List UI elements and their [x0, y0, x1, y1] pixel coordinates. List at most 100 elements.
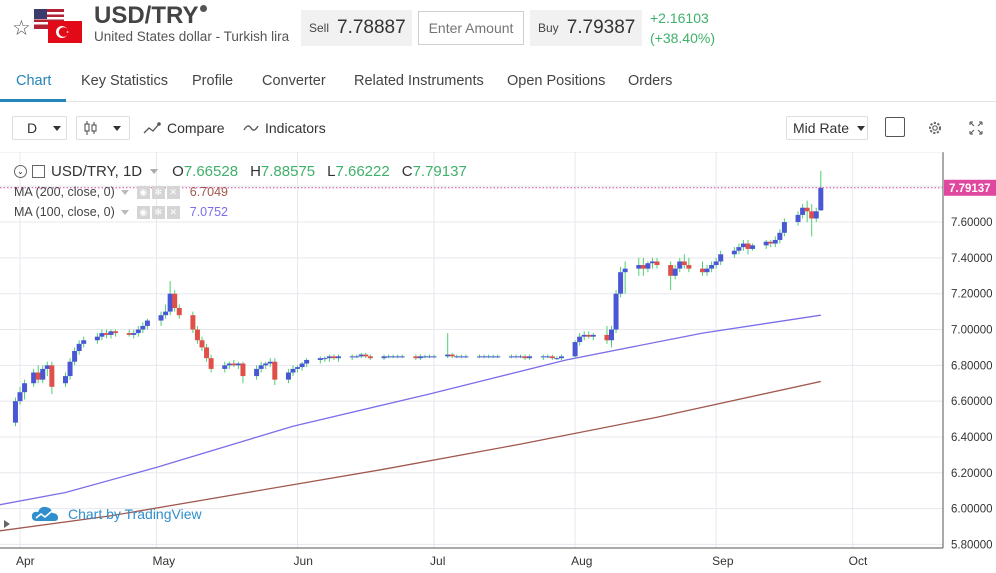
candle	[381, 356, 387, 359]
candle	[745, 243, 751, 249]
ma100-label: MA (100, close, 0)	[14, 205, 115, 219]
settings-button[interactable]	[927, 116, 943, 140]
candle	[349, 356, 355, 358]
candle	[322, 358, 328, 360]
candle	[577, 336, 583, 343]
candle	[354, 356, 360, 358]
chevron-down-icon[interactable]	[120, 189, 129, 195]
buy-price: 7.79387	[566, 17, 636, 38]
candle	[240, 363, 246, 377]
sell-button[interactable]: Sell 7.78887	[301, 10, 412, 46]
chevron-down-icon[interactable]	[120, 209, 129, 215]
candle	[113, 331, 119, 334]
candle	[800, 207, 806, 215]
candle	[809, 211, 815, 219]
candle	[668, 265, 674, 276]
chevron-down-icon[interactable]	[150, 168, 159, 174]
candle	[81, 340, 87, 344]
candle	[458, 356, 464, 358]
chart-toolbar: D Compare Indicators Mid Rate	[0, 112, 996, 144]
candle	[590, 334, 596, 337]
cloud-logo-icon	[31, 506, 58, 521]
candle	[158, 315, 164, 321]
tradingview-watermark[interactable]: Chart by TradingView	[30, 504, 202, 524]
candle	[31, 372, 37, 384]
fullscreen-button[interactable]	[969, 116, 983, 140]
candle	[336, 356, 341, 359]
candle	[272, 361, 278, 380]
candle	[718, 254, 724, 262]
open-label: O	[172, 162, 184, 180]
candle	[12, 401, 18, 423]
candle	[176, 308, 182, 316]
candle	[108, 331, 114, 335]
candle	[618, 272, 624, 294]
chevron-down-icon	[857, 125, 866, 131]
collapse-icon[interactable]: ⌄	[14, 164, 27, 178]
gear-icon[interactable]: ✻	[151, 185, 165, 199]
tab-open-positions[interactable]: Open Positions	[507, 73, 606, 89]
candle	[326, 356, 332, 359]
candle	[740, 243, 746, 248]
ma100-controls: ◉ ✻ ✕	[136, 205, 182, 219]
candle	[508, 356, 514, 358]
market-status-dot	[200, 5, 207, 12]
candle	[818, 187, 824, 211]
candle	[367, 356, 373, 359]
candle	[67, 361, 73, 377]
indicators-button[interactable]: Indicators	[243, 116, 326, 140]
chart-type-select[interactable]	[76, 116, 130, 140]
ma200-legend: MA (200, close, 0) ◉ ✻ ✕ 6.7049	[14, 182, 467, 202]
compare-button[interactable]: Compare	[143, 116, 225, 140]
interval-select[interactable]: D	[12, 116, 67, 140]
candles-icon	[84, 121, 97, 135]
candle	[254, 368, 260, 377]
buy-button[interactable]: Buy 7.79387	[530, 10, 642, 46]
tab-related-instruments[interactable]: Related Instruments	[354, 73, 484, 89]
price-chart[interactable]: 7.800007.600007.400007.200007.000006.800…	[0, 152, 996, 573]
y-tick-label: 6.40000	[951, 432, 993, 444]
candle	[768, 241, 774, 244]
candle	[609, 329, 614, 341]
ma200-line	[0, 380, 821, 532]
candle	[490, 356, 496, 358]
candle	[572, 342, 578, 357]
eye-icon[interactable]: ◉	[136, 185, 150, 199]
chart-canvas[interactable]: 7.800007.600007.400007.200007.000006.800…	[0, 152, 996, 573]
candle	[395, 356, 401, 358]
tab-converter[interactable]: Converter	[262, 73, 326, 89]
chart-legend: ⌄ USD/TRY, 1D O 7.66528 H 7.88575 L 7.66222…	[14, 160, 467, 222]
candle	[477, 356, 483, 358]
ma200-value: 6.7049	[189, 185, 228, 199]
y-tick-label: 6.20000	[951, 468, 993, 480]
gear-icon[interactable]: ✻	[151, 205, 165, 219]
tab-chart[interactable]: Chart	[16, 73, 52, 89]
candle	[554, 358, 560, 360]
price-mode-select[interactable]: Mid Rate	[786, 116, 868, 140]
candle	[35, 372, 41, 380]
candle	[299, 363, 305, 368]
candle	[317, 358, 323, 360]
hide-series-icon[interactable]	[32, 164, 45, 178]
tab-profile[interactable]: Profile	[192, 73, 234, 89]
toggle-box-button[interactable]	[885, 117, 905, 137]
tab-key-statistics[interactable]: Key Statistics	[81, 73, 169, 89]
candle	[495, 356, 501, 358]
ma100-value: 7.0752	[189, 205, 228, 219]
eye-icon[interactable]: ◉	[136, 205, 150, 219]
candle	[527, 356, 533, 359]
instrument-symbol: USD/TRY	[94, 2, 199, 29]
candle	[22, 383, 28, 393]
x-tick-label: Sep	[712, 554, 734, 568]
close-icon[interactable]: ✕	[166, 205, 180, 219]
scroll-arrow-icon	[4, 520, 10, 528]
close-icon[interactable]: ✕	[166, 185, 180, 199]
buy-label: Buy	[538, 21, 559, 35]
candle	[172, 293, 178, 309]
candle	[358, 354, 364, 357]
amount-input[interactable]	[418, 11, 524, 45]
candle	[586, 334, 592, 337]
candle	[222, 365, 228, 369]
tab-orders[interactable]: Orders	[628, 73, 673, 89]
watchlist-star-icon[interactable]: ☆	[12, 17, 31, 40]
